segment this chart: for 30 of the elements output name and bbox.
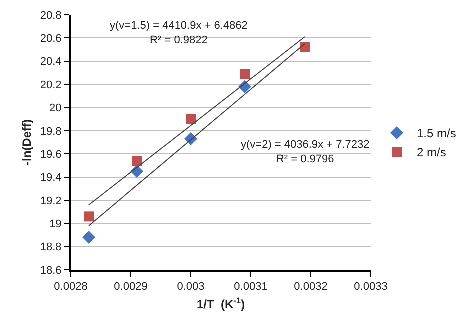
x-tick-label: 0.0029 bbox=[114, 281, 148, 294]
x-axis-title: 1/T (K$^{-1}$) bbox=[196, 296, 246, 312]
point bbox=[84, 212, 94, 222]
y-tick-label: 19.2 bbox=[40, 195, 62, 208]
legend-label: 2 m/s bbox=[417, 146, 446, 160]
point bbox=[186, 114, 196, 124]
x-tick-label: 0.0031 bbox=[234, 281, 268, 294]
y-tick-label: 18.8 bbox=[40, 242, 62, 254]
point bbox=[240, 69, 250, 80]
y-tick-label: 20.4 bbox=[40, 56, 62, 68]
y-tick-label: 20 bbox=[50, 102, 62, 115]
y-tick-label: 19.6 bbox=[40, 148, 62, 161]
x-tick-label: 0.003 bbox=[177, 281, 205, 294]
y-tick-label: 20.2 bbox=[40, 79, 62, 92]
annotation: y(v=1.5) = 4410.9x + 6.4862 R² = 0.9822 bbox=[110, 20, 248, 46]
y-tick-label: 18.6 bbox=[40, 264, 62, 277]
point bbox=[82, 231, 96, 244]
y-tick-label: 20.6 bbox=[40, 33, 62, 46]
legend-label: 1.5 m/s bbox=[417, 126, 456, 141]
y-tick-label: 20.8 bbox=[40, 10, 62, 22]
y-tick-label: 19 bbox=[50, 218, 62, 230]
x-tick-label: 0.0032 bbox=[294, 281, 328, 294]
x-tick-label: 0.0033 bbox=[354, 281, 388, 294]
y-axis-title: -ln(Deff) bbox=[20, 120, 34, 166]
y-tick-label: 19.8 bbox=[40, 126, 62, 138]
y-tick-label: 19.4 bbox=[40, 172, 62, 184]
point bbox=[300, 42, 310, 52]
annotation: y(v=2) = 4036.9x + 7.7232 R² = 0.9796 bbox=[241, 139, 370, 166]
point bbox=[132, 156, 142, 166]
x-tick-label: 0.0028 bbox=[54, 281, 88, 294]
